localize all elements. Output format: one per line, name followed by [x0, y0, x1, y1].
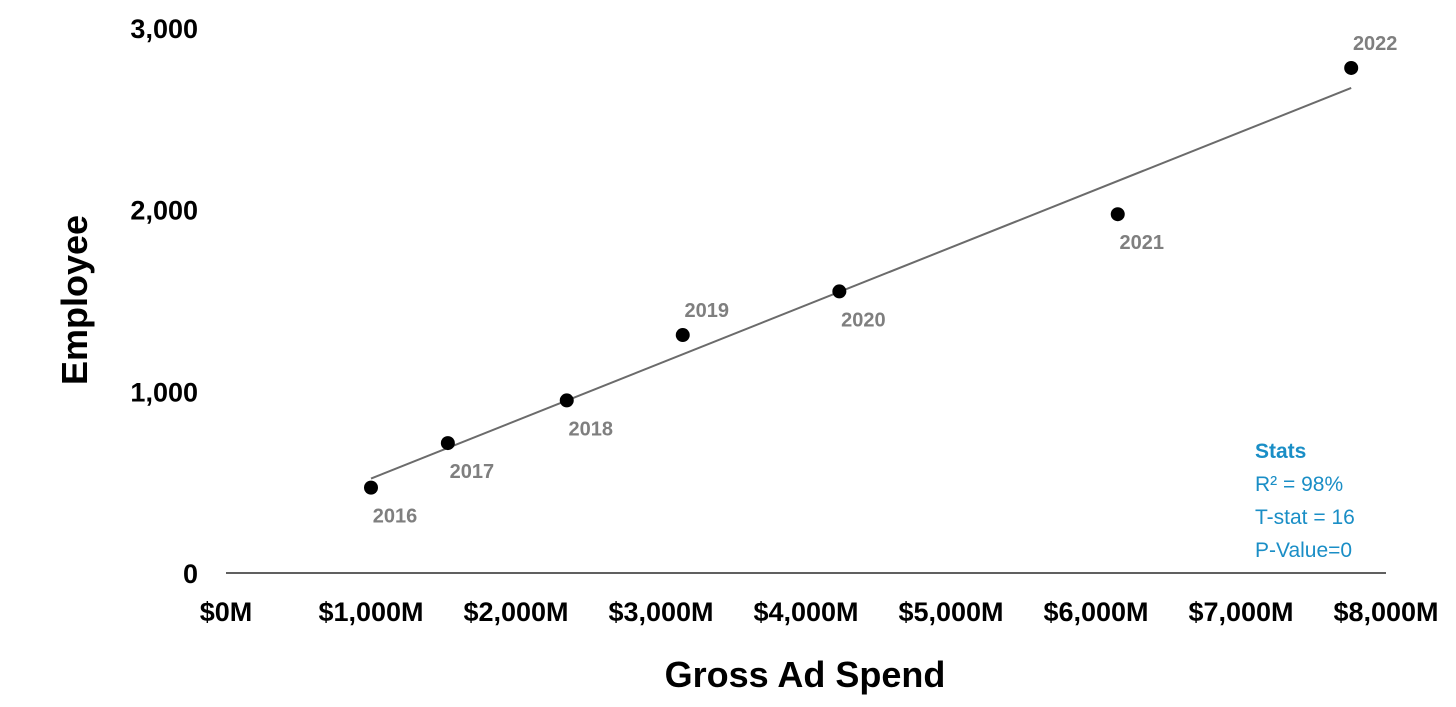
- x-tick-label: $3,000M: [608, 597, 713, 627]
- y-tick-label: 3,000: [130, 14, 198, 44]
- point-label-2022: 2022: [1353, 33, 1398, 55]
- x-tick-label: $5,000M: [898, 597, 1003, 627]
- y-tick-label: 2,000: [130, 196, 198, 226]
- data-point-2016: [364, 480, 378, 495]
- x-tick-label: $6,000M: [1043, 597, 1148, 627]
- point-label-2018: 2018: [569, 418, 614, 440]
- point-label-2021: 2021: [1120, 232, 1165, 254]
- trendline-layer: [370, 87, 1352, 480]
- stats-box: Stats R² = 98% T-stat = 16 P-Value=0: [1255, 440, 1355, 562]
- y-tick-label: 0: [183, 559, 198, 589]
- point-labels-layer: 2016 2017 2018 2019 2020 2021 2022: [373, 33, 1398, 528]
- stats-title: Stats: [1255, 440, 1306, 463]
- data-point-2021: [1110, 207, 1125, 222]
- point-label-2019: 2019: [685, 300, 730, 322]
- x-tick-label: $8,000M: [1333, 597, 1438, 627]
- data-point-2019: [675, 328, 690, 343]
- y-axis-title: Employee: [54, 215, 95, 385]
- data-point-2022: [1344, 60, 1359, 75]
- data-point-2017: [440, 436, 455, 451]
- trendline: [370, 87, 1352, 480]
- x-axis-title: Gross Ad Spend: [665, 654, 946, 695]
- x-tick-label: $4,000M: [753, 597, 858, 627]
- stats-r-squared: R² = 98%: [1255, 473, 1343, 496]
- x-tick-label: $1,000M: [318, 597, 423, 627]
- point-label-2016: 2016: [373, 506, 418, 528]
- x-tick-label: $2,000M: [463, 597, 568, 627]
- x-tick-labels: $0M $1,000M $2,000M $3,000M $4,000M $5,000M $6…: [200, 597, 1439, 627]
- point-label-2017: 2017: [450, 461, 495, 483]
- y-tick-labels: 0 1,000 2,000 3,000: [130, 14, 198, 589]
- data-point-2020: [832, 284, 847, 299]
- stats-p-value: P-Value=0: [1255, 539, 1352, 562]
- stats-t-stat: T-stat = 16: [1255, 506, 1355, 529]
- point-label-2020: 2020: [841, 309, 886, 331]
- x-tick-label: $0M: [200, 597, 253, 627]
- points-layer: [364, 60, 1359, 495]
- y-tick-label: 1,000: [130, 377, 198, 407]
- data-point-2018: [559, 393, 574, 408]
- x-tick-label: $7,000M: [1188, 597, 1293, 627]
